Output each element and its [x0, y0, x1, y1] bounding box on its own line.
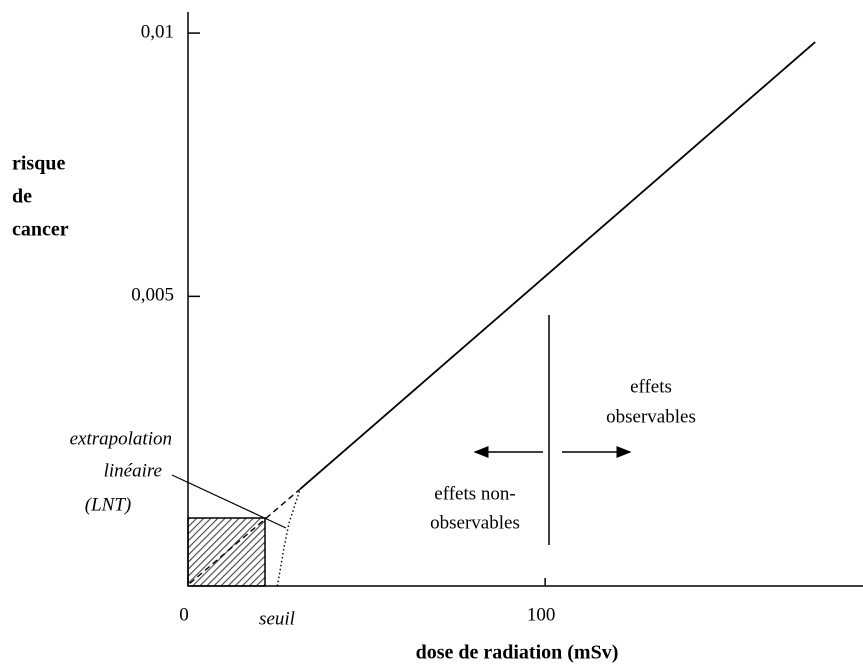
y-tick-label: 0,005 [131, 285, 174, 306]
x-tick-label: 100 [527, 604, 556, 625]
y-axis-label: cancer [12, 219, 69, 241]
pointer-line [171, 474, 287, 529]
annotation: effets non- [434, 483, 515, 504]
y-tick-label: 0,01 [141, 21, 174, 42]
lnt-label: (LNT) [85, 494, 131, 515]
line [276, 488, 301, 587]
annotation: effets [630, 376, 672, 397]
annotation: observables [430, 512, 520, 533]
annotation: observables [606, 406, 696, 427]
lnt-label: linéaire [104, 460, 162, 481]
line [189, 488, 301, 584]
x-axis-label: dose de radiation (mSv) [416, 642, 619, 664]
y-axis-label: risque [12, 153, 65, 175]
lnt-label: extrapolation [70, 428, 172, 449]
y-axis-label: de [12, 186, 32, 208]
threshold-label: seuil [259, 608, 295, 629]
line [299, 41, 816, 490]
x-tick-label: 0 [179, 604, 189, 625]
